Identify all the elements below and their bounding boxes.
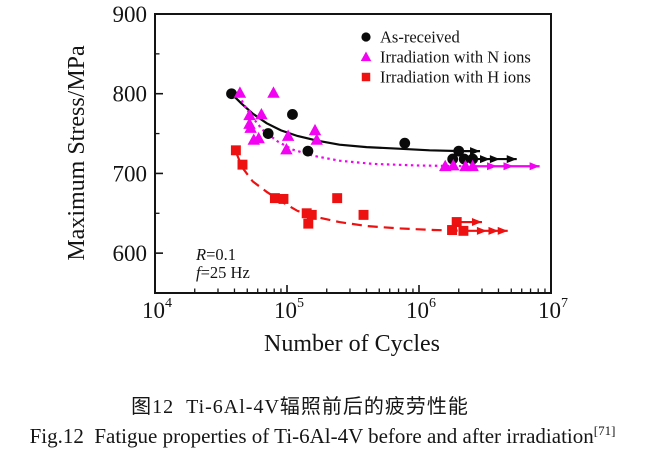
as-received-data-point bbox=[226, 88, 237, 100]
as-received-data-point bbox=[262, 128, 274, 139]
x-tick-label: 105 bbox=[274, 296, 304, 323]
x-tick-label: 106 bbox=[406, 296, 436, 323]
irradiation-with-n-ions-data-point bbox=[281, 129, 295, 141]
irradiation-with-n-ions-runout-arrowhead bbox=[529, 162, 540, 171]
as-received-data-point bbox=[467, 153, 479, 165]
as-received-data-point bbox=[447, 153, 459, 165]
irradiation-with-n-ions-data-point bbox=[308, 123, 322, 136]
irradiation-with-n-ions-data-point bbox=[243, 108, 256, 121]
irradiation-with-h-ions-runout-arrowhead bbox=[488, 226, 499, 235]
irradiation-with-n-ions-data-point bbox=[233, 86, 247, 98]
as-received-runout-arrowhead bbox=[470, 147, 481, 156]
as-received-data-point bbox=[458, 153, 470, 165]
caption-english: Fig.12 Fatigue properties of Ti-6Al-4V b… bbox=[0, 423, 645, 449]
irradiation-with-h-ions-data-point bbox=[269, 193, 280, 204]
as-received-runout-arrowhead bbox=[506, 155, 517, 164]
irradiation-with-n-ions-runout-arrowhead bbox=[503, 162, 514, 171]
irradiation-with-h-ions-data-point bbox=[306, 209, 317, 220]
as-received-data-point bbox=[453, 145, 465, 157]
legend-label: As-received bbox=[380, 28, 460, 47]
legend-marker-circle-icon bbox=[361, 32, 371, 42]
y-tick-label: 600 bbox=[113, 241, 148, 266]
irradiation-with-n-ions-data-point bbox=[255, 107, 268, 120]
irradiation-with-h-ions-runout-arrowhead bbox=[471, 218, 482, 227]
irradiation-with-h-ions-data-point bbox=[332, 193, 343, 204]
irradiation-with-n-ions-data-point bbox=[252, 131, 265, 144]
caption-reference-superscript: [71] bbox=[593, 423, 616, 438]
test-condition-annotation: f=25 Hz bbox=[196, 263, 250, 282]
irradiation-with-n-ions-runout-arrowhead bbox=[487, 162, 498, 171]
irradiation-with-h-ions-runout-arrowhead bbox=[476, 226, 487, 235]
x-axis-title: Number of Cycles bbox=[264, 331, 440, 357]
irradiation-with-n-ions-trend-line bbox=[237, 94, 474, 168]
as-received-data-point bbox=[287, 109, 298, 120]
irradiation-with-h-ions-data-point bbox=[458, 225, 469, 236]
irradiation-with-n-ions-data-point bbox=[244, 121, 257, 133]
x-tick-label: 107 bbox=[538, 296, 568, 323]
as-received-data-point bbox=[399, 137, 411, 149]
y-axis-title: Maximum Stress/MPa bbox=[64, 45, 90, 261]
caption-english-text: Fig.12 Fatigue properties of Ti-6Al-4V b… bbox=[29, 424, 594, 448]
y-tick-label: 700 bbox=[113, 161, 148, 186]
irradiation-with-h-ions-data-point bbox=[301, 208, 312, 219]
y-tick-label: 900 bbox=[113, 2, 148, 27]
plot-border bbox=[154, 13, 552, 294]
as-received-runout-arrowhead bbox=[479, 155, 490, 164]
x-tick-label: 104 bbox=[142, 296, 172, 323]
legend-label: Irradiation with H ions bbox=[380, 68, 531, 87]
legend-label: Irradiation with N ions bbox=[380, 48, 531, 67]
irradiation-with-n-ions-data-point bbox=[447, 158, 460, 171]
as-received-data-point bbox=[302, 145, 314, 157]
as-received-trend-line bbox=[230, 92, 462, 153]
caption-chinese: 图12 Ti-6Al-4V辐照前后的疲劳性能 bbox=[131, 396, 469, 418]
irradiation-with-h-ions-data-point bbox=[278, 193, 289, 204]
irradiation-with-h-ions-data-point bbox=[237, 159, 248, 170]
y-tick-label: 800 bbox=[113, 82, 148, 107]
as-received-runout-arrowhead bbox=[489, 155, 500, 164]
irradiation-with-h-ions-data-point bbox=[303, 218, 314, 229]
irradiation-with-h-ions-data-point bbox=[447, 225, 458, 235]
irradiation-with-n-ions-data-point bbox=[310, 133, 323, 145]
irradiation-with-n-ions-data-point bbox=[267, 86, 280, 98]
legend-marker-triangle-icon bbox=[360, 51, 372, 62]
irradiation-with-h-ions-runout-arrowhead bbox=[497, 226, 508, 235]
irradiation-with-h-ions-data-point bbox=[230, 145, 241, 156]
irradiation-with-n-ions-data-point bbox=[280, 143, 293, 155]
irradiation-with-h-ions-data-point bbox=[451, 217, 462, 228]
fatigue-sn-chart: 104 105 106 107 600 700 800 900 Number of Cycles… bbox=[64, 2, 568, 357]
legend-marker-square-icon bbox=[361, 72, 371, 82]
test-condition-annotation: R=0.1 bbox=[195, 245, 236, 264]
irradiation-with-h-ions-trend-line bbox=[234, 151, 465, 232]
irradiation-with-h-ions-data-point bbox=[358, 209, 369, 220]
irradiation-with-n-ions-data-point bbox=[466, 159, 479, 172]
